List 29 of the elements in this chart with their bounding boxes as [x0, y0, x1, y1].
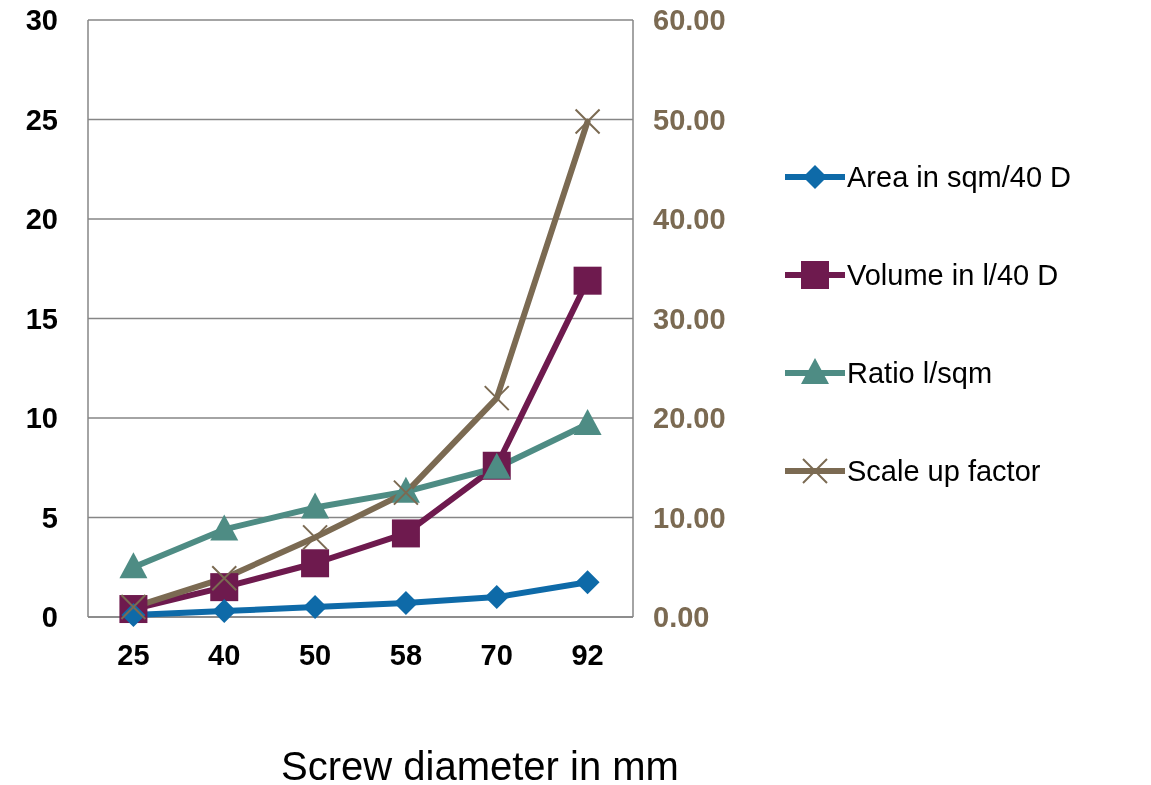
y-tick-label: 5 — [41, 501, 58, 534]
y2-tick-label: 0.00 — [653, 601, 710, 634]
x-tick-label: 58 — [389, 639, 423, 671]
y2-tick-label: 10.00 — [653, 501, 726, 534]
x-tick-label: 40 — [208, 639, 241, 671]
y-tick-label: 30 — [25, 4, 58, 37]
y-tick-label: 20 — [25, 203, 58, 236]
legend-label: Volume in l/40 D — [847, 259, 1059, 292]
y2-tick-label: 60.00 — [653, 4, 726, 37]
y-tick-label: 10 — [25, 402, 58, 435]
x-tick-label: 50 — [298, 639, 332, 671]
legend-label: Area in sqm/40 D — [847, 161, 1072, 194]
y2-tick-label: 50.00 — [653, 103, 726, 136]
x-tick-label: 25 — [117, 639, 150, 671]
y-tick-label: 25 — [25, 103, 58, 136]
point — [302, 524, 329, 551]
legend-label: Ratio l/sqm — [847, 357, 993, 390]
legend-label: Scale up factor — [847, 455, 1041, 488]
point — [483, 385, 510, 412]
y2-tick-label: 40.00 — [653, 203, 726, 236]
point — [211, 565, 238, 592]
x-tick-label: 92 — [571, 639, 604, 671]
y-tick-label: 15 — [25, 302, 58, 335]
y-tick-label: 0 — [41, 601, 58, 634]
point — [574, 108, 601, 135]
y2-tick-label: 30.00 — [653, 302, 726, 335]
x-tick-label: 70 — [480, 639, 513, 671]
x-axis-title: Screw diameter in mm — [281, 744, 679, 785]
y2-tick-label: 20.00 — [653, 402, 726, 435]
